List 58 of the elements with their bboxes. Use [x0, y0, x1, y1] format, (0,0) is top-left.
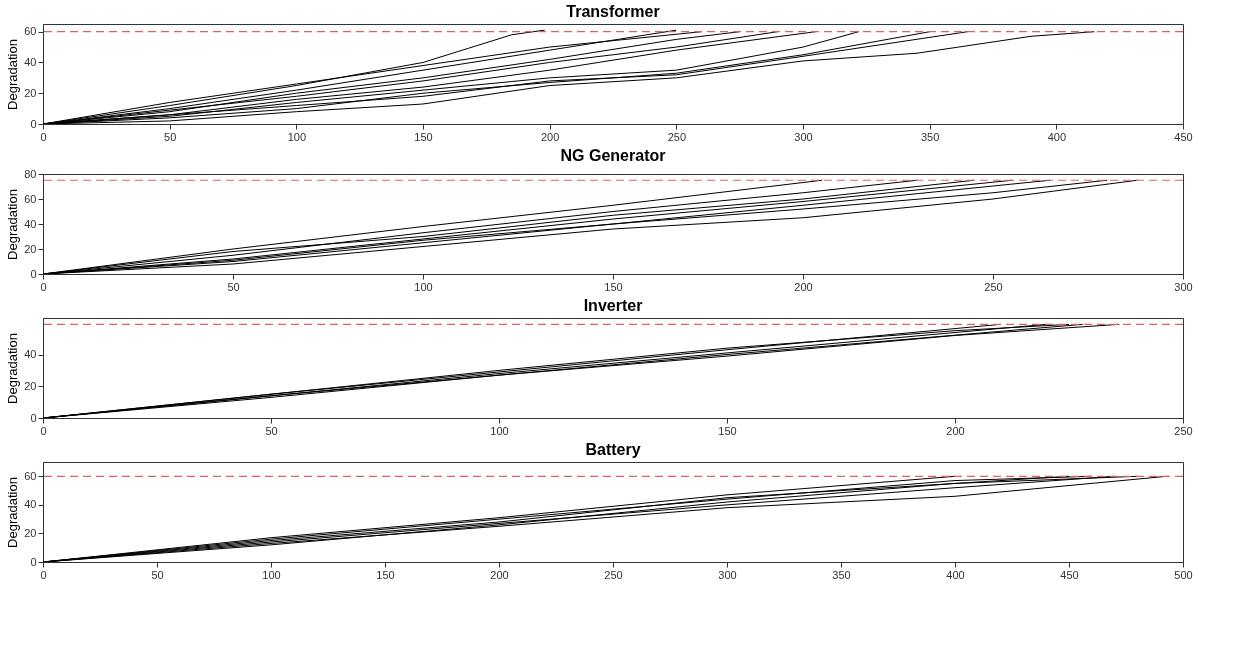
x-tick-label: 50	[164, 130, 177, 143]
x-tick-label: 150	[604, 280, 623, 293]
x-tick-label: 0	[40, 280, 47, 293]
x-tick-label: 300	[794, 130, 813, 143]
y-tick-label: 40	[24, 348, 37, 361]
x-tick-label: 0	[40, 424, 47, 437]
y-tick-label: 40	[24, 498, 37, 511]
y-tick-label: 20	[24, 242, 37, 255]
y-tick-label: 60	[24, 192, 37, 205]
x-tick-label: 100	[414, 280, 433, 293]
chart-title: Inverter	[583, 297, 643, 314]
x-tick-label: 250	[667, 130, 687, 143]
x-tick-label: 50	[265, 424, 278, 437]
x-tick-label: 150	[414, 130, 433, 143]
y-tick-label: 20	[24, 86, 37, 99]
x-tick-label: 350	[920, 130, 940, 143]
x-tick-label: 100	[490, 424, 509, 437]
y-axis-title: Degradation	[5, 477, 21, 548]
x-tick-label: 300	[1174, 280, 1193, 293]
x-tick-label: 300	[718, 568, 737, 581]
x-tick-label: 0	[40, 130, 47, 143]
x-tick-label: 200	[540, 130, 560, 143]
chart-title: Transformer	[566, 3, 660, 20]
x-tick-label: 400	[1047, 130, 1067, 143]
y-tick-label: 20	[24, 526, 37, 539]
x-tick-label: 0	[40, 568, 47, 581]
x-tick-label: 450	[1174, 130, 1193, 143]
y-tick-label: 60	[24, 469, 37, 482]
x-tick-label: 200	[946, 424, 965, 437]
y-tick-label: 40	[24, 217, 37, 230]
y-tick-label: 60	[24, 25, 37, 38]
y-tick-label: 40	[24, 55, 37, 68]
x-tick-label: 150	[376, 568, 395, 581]
y-tick-label: 0	[30, 555, 37, 568]
y-tick-label: 80	[24, 167, 37, 180]
x-tick-label: 200	[794, 280, 813, 293]
y-axis-title: Degradation	[5, 333, 21, 404]
chart-title: NG Generator	[560, 147, 666, 164]
x-tick-label: 100	[287, 130, 307, 143]
x-tick-label: 50	[227, 280, 240, 293]
y-axis-title: Degradation	[5, 189, 21, 260]
y-tick-label: 0	[30, 117, 37, 130]
x-tick-label: 450	[1060, 568, 1079, 581]
x-tick-label: 50	[151, 568, 164, 581]
y-tick-label: 0	[30, 267, 37, 280]
x-tick-label: 150	[718, 424, 737, 437]
x-tick-label: 400	[946, 568, 965, 581]
x-tick-label: 500	[1174, 568, 1193, 581]
chart-title: Battery	[585, 441, 641, 458]
y-tick-label: 0	[30, 411, 37, 424]
x-tick-label: 250	[1174, 424, 1193, 437]
x-tick-label: 250	[984, 280, 1003, 293]
y-tick-label: 20	[24, 379, 37, 392]
x-tick-label: 350	[832, 568, 851, 581]
y-axis-title: Degradation	[5, 39, 21, 110]
x-tick-label: 250	[604, 568, 623, 581]
x-tick-label: 100	[262, 568, 281, 581]
x-tick-label: 200	[490, 568, 509, 581]
